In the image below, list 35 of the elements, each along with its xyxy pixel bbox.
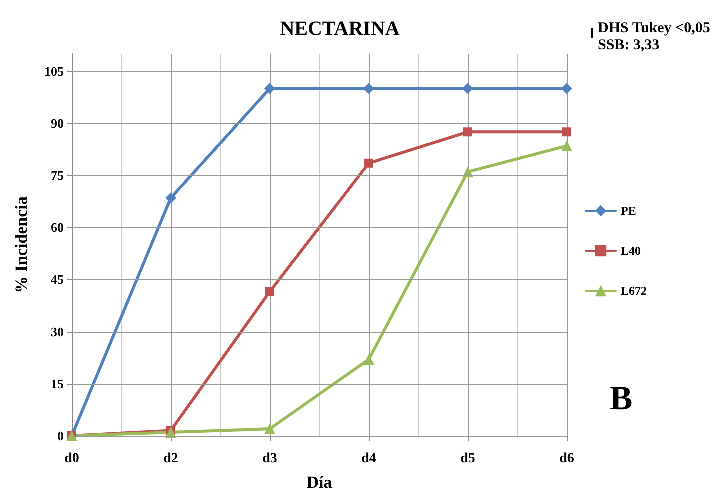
- point: [462, 83, 474, 94]
- x-tick-label: d4: [362, 452, 376, 466]
- text: SSB: 3,33: [598, 38, 660, 54]
- point: [264, 424, 276, 435]
- point: [364, 354, 374, 366]
- y-tick-label: 0: [58, 428, 64, 444]
- point: [562, 128, 572, 137]
- y-tick-label: 30: [51, 324, 64, 340]
- y-tick-label: 75: [51, 168, 64, 184]
- x-axis-title: Día: [306, 473, 333, 492]
- legend-label: L672: [621, 284, 648, 298]
- point: [364, 83, 374, 94]
- point: [166, 192, 176, 204]
- point: [264, 83, 276, 94]
- x-tick-label: d6: [560, 452, 574, 466]
- point: [562, 140, 572, 152]
- legend-label: L40: [621, 244, 642, 258]
- y-tick-label: 15: [51, 376, 64, 392]
- y-tick-label: 45: [51, 272, 64, 288]
- x-tick-label: d0: [64, 452, 80, 466]
- y-tick-label: 60: [51, 220, 64, 236]
- point: [464, 128, 472, 137]
- point: [562, 83, 572, 94]
- x-tick-label: d2: [164, 452, 178, 466]
- chart-title: NECTARINA: [280, 18, 400, 40]
- x-tick-label: d5: [460, 452, 476, 466]
- y-axis-title: % Incidencia: [12, 196, 31, 294]
- point: [266, 287, 274, 296]
- legend-label: PE: [621, 204, 636, 218]
- y-tick-label: 105: [44, 64, 64, 79]
- x-tick-label: d3: [262, 452, 278, 466]
- y-tick-label: 90: [51, 116, 64, 131]
- point: [364, 158, 374, 168]
- text: DHS Tukey <0,05: [598, 20, 710, 36]
- text: B: [610, 380, 633, 418]
